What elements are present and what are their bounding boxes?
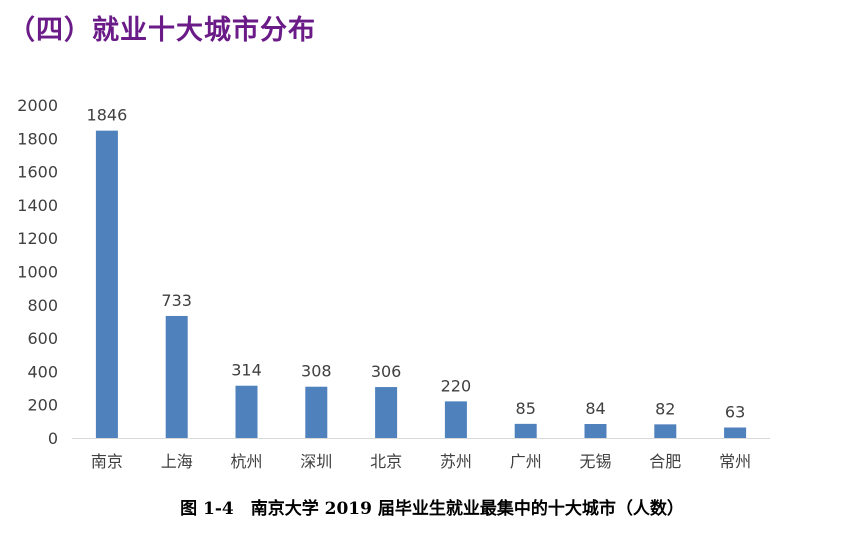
y-tick-label: 200 — [27, 396, 58, 415]
y-tick-label: 800 — [27, 296, 58, 315]
bar — [654, 424, 677, 438]
category-label: 深圳 — [300, 452, 332, 471]
bar — [584, 424, 607, 438]
bar — [375, 387, 398, 438]
bars: 1846 733 314 308 306 220 85 84 82 63 — [87, 106, 747, 439]
category-label: 上海 — [161, 452, 193, 471]
figure-caption: 图 1-4 南京大学 2019 届毕业生就业最集中的十大城市（人数） — [180, 499, 684, 519]
category-label: 苏州 — [440, 452, 472, 471]
category-label: 合肥 — [649, 452, 681, 471]
category-label: 常州 — [719, 452, 751, 471]
bar — [724, 427, 747, 438]
category-label: 北京 — [370, 452, 402, 471]
bar — [95, 130, 118, 439]
bar — [514, 423, 537, 438]
y-axis: 0 200 400 600 800 1000 1200 1400 1600 1800 2000 — [17, 96, 58, 448]
data-label: 306 — [371, 362, 402, 381]
data-label: 314 — [231, 361, 262, 380]
category-label: 杭州 — [230, 452, 262, 471]
bar — [305, 386, 328, 438]
y-tick-label: 0 — [48, 429, 58, 448]
x-axis: 南京 上海 杭州 深圳 北京 苏州 广州 无锡 合肥 常州 — [72, 438, 770, 471]
y-tick-label: 1600 — [17, 163, 58, 182]
data-label: 308 — [301, 362, 332, 381]
data-label: 733 — [161, 291, 192, 310]
bar-chart: 0 200 400 600 800 1000 1200 1400 1600 1800 2000 18… — [17, 96, 770, 471]
section-heading: （四）就业十大城市分布 — [8, 15, 316, 46]
category-label: 南京 — [91, 452, 123, 471]
category-label: 无锡 — [579, 452, 611, 471]
y-tick-label: 600 — [27, 329, 58, 348]
data-label: 63 — [725, 403, 745, 422]
data-label: 82 — [655, 399, 675, 418]
y-tick-label: 1200 — [17, 229, 58, 248]
data-label: 85 — [516, 399, 536, 418]
bar — [165, 315, 188, 438]
category-label: 广州 — [510, 452, 542, 471]
bar — [444, 401, 467, 438]
data-label: 220 — [441, 376, 472, 395]
y-tick-label: 2000 — [17, 96, 58, 115]
data-label: 84 — [585, 399, 605, 418]
bar — [235, 385, 258, 438]
y-tick-label: 400 — [27, 362, 58, 381]
y-tick-label: 1000 — [17, 263, 58, 282]
data-label: 1846 — [87, 106, 128, 125]
y-tick-label: 1800 — [17, 129, 58, 148]
y-tick-label: 1400 — [17, 196, 58, 215]
